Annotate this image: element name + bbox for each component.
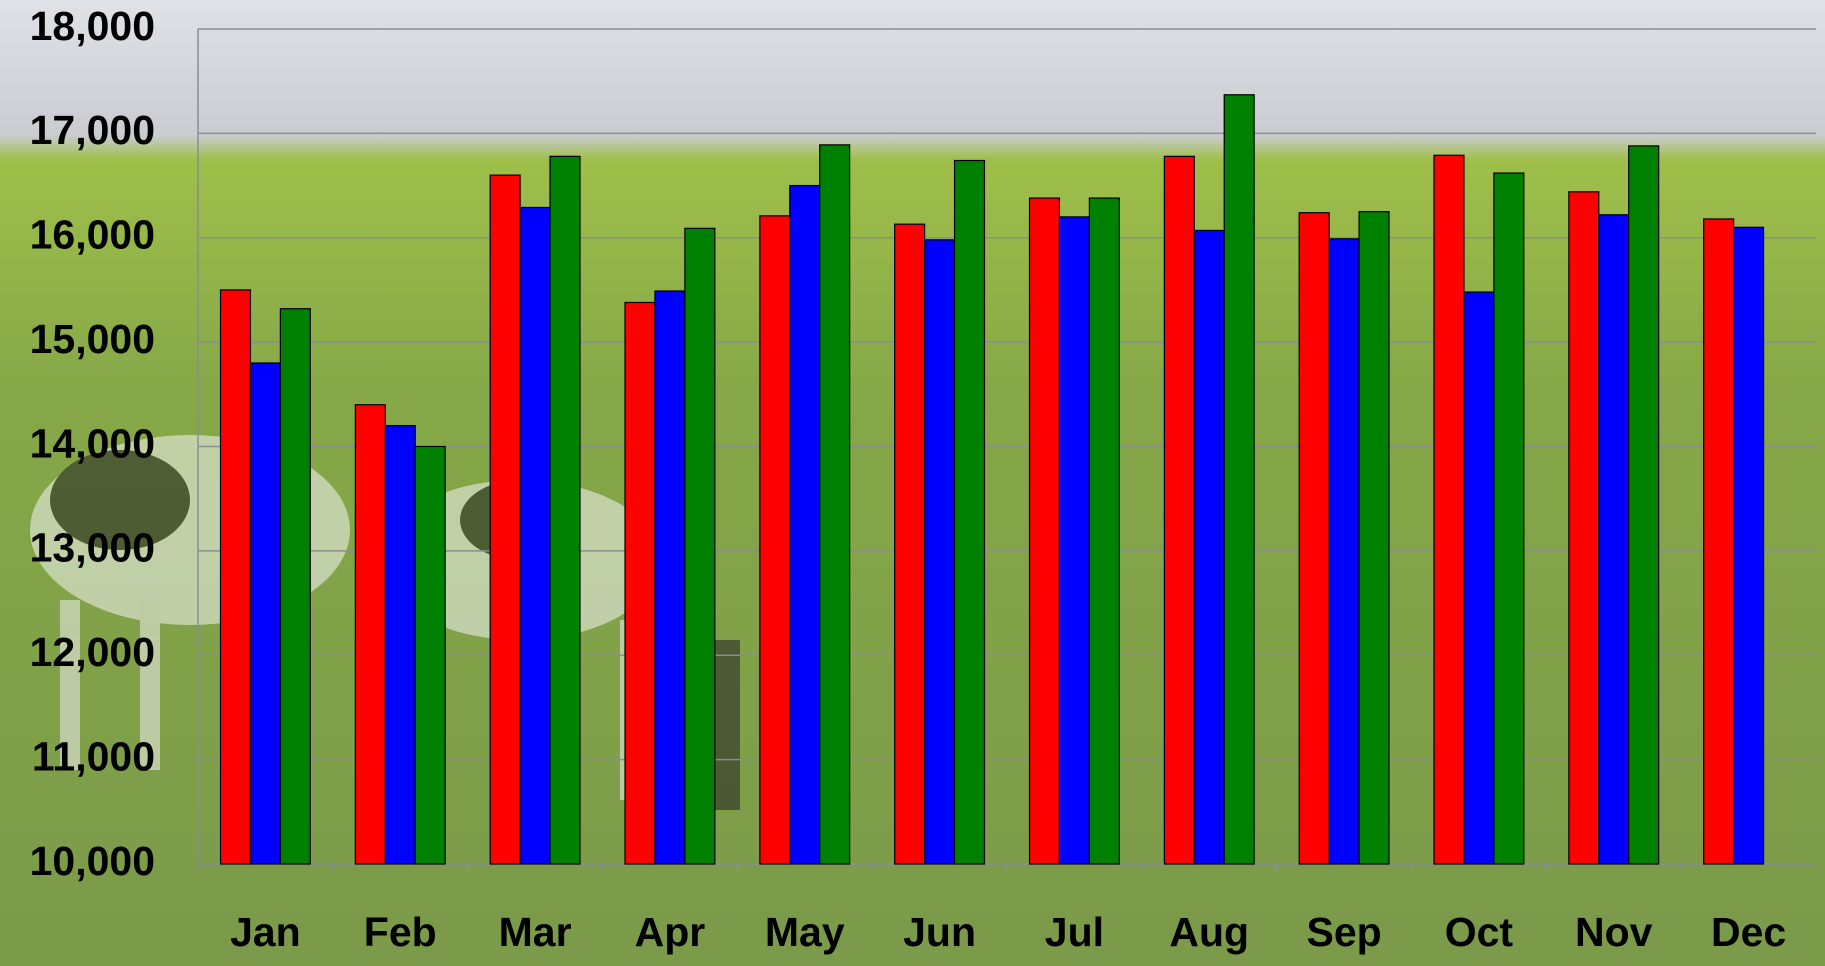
bar (520, 207, 550, 864)
bar (1704, 219, 1734, 864)
x-tick-label: Jul (1045, 909, 1104, 955)
y-tick-label: 11,000 (32, 733, 155, 779)
chart: 10,000 11,000 12,000 13,000 14,000 15,000 16,0… (0, 0, 1825, 966)
bar (1329, 239, 1359, 864)
y-tick-label: 14,000 (30, 420, 155, 466)
x-tick-label: Nov (1575, 909, 1653, 955)
bar (550, 156, 580, 864)
bar (1464, 292, 1494, 864)
bar (1734, 227, 1764, 864)
x-tick-label: Oct (1445, 909, 1514, 955)
x-tick-label: May (765, 909, 845, 955)
x-tick-label: Mar (499, 909, 572, 955)
bar (355, 405, 385, 864)
bar (895, 224, 925, 864)
y-tick-label: 16,000 (30, 212, 155, 258)
bar (250, 363, 280, 864)
y-tick-label: 13,000 (30, 525, 155, 571)
x-tick-label: Dec (1711, 909, 1786, 955)
bar (1299, 213, 1329, 864)
bar (1494, 173, 1524, 864)
bar (1089, 198, 1119, 864)
bar (1434, 155, 1464, 864)
bar (760, 216, 790, 864)
bar (490, 175, 520, 864)
bar (1224, 95, 1254, 864)
x-tick-label: Jun (903, 909, 976, 955)
bar (925, 240, 955, 864)
y-tick-label: 15,000 (30, 316, 155, 362)
bar (790, 186, 820, 864)
bar (1164, 156, 1194, 864)
y-tick-label: 18,000 (30, 3, 155, 49)
y-tick-label: 12,000 (30, 629, 155, 675)
y-tick-label: 17,000 (30, 107, 155, 153)
bar (1359, 212, 1389, 864)
bar (625, 302, 655, 864)
bar (385, 426, 415, 864)
x-tick-label: Sep (1306, 909, 1381, 955)
bar (221, 290, 251, 864)
bar (415, 447, 445, 865)
bar (655, 291, 685, 864)
bar (1599, 215, 1629, 864)
bar (1030, 198, 1060, 864)
bar (1194, 230, 1224, 864)
bar (1629, 146, 1659, 864)
x-tick-label: Feb (364, 909, 437, 955)
bar (1059, 217, 1089, 864)
y-tick-label: 10,000 (30, 838, 155, 884)
bar (685, 228, 715, 864)
bar (955, 161, 985, 864)
x-tick-label: Apr (635, 909, 706, 955)
bar (1569, 192, 1599, 864)
bar (820, 145, 850, 864)
bar (280, 309, 310, 864)
x-tick-label: Jan (230, 909, 301, 955)
x-tick-label: Aug (1169, 909, 1249, 955)
